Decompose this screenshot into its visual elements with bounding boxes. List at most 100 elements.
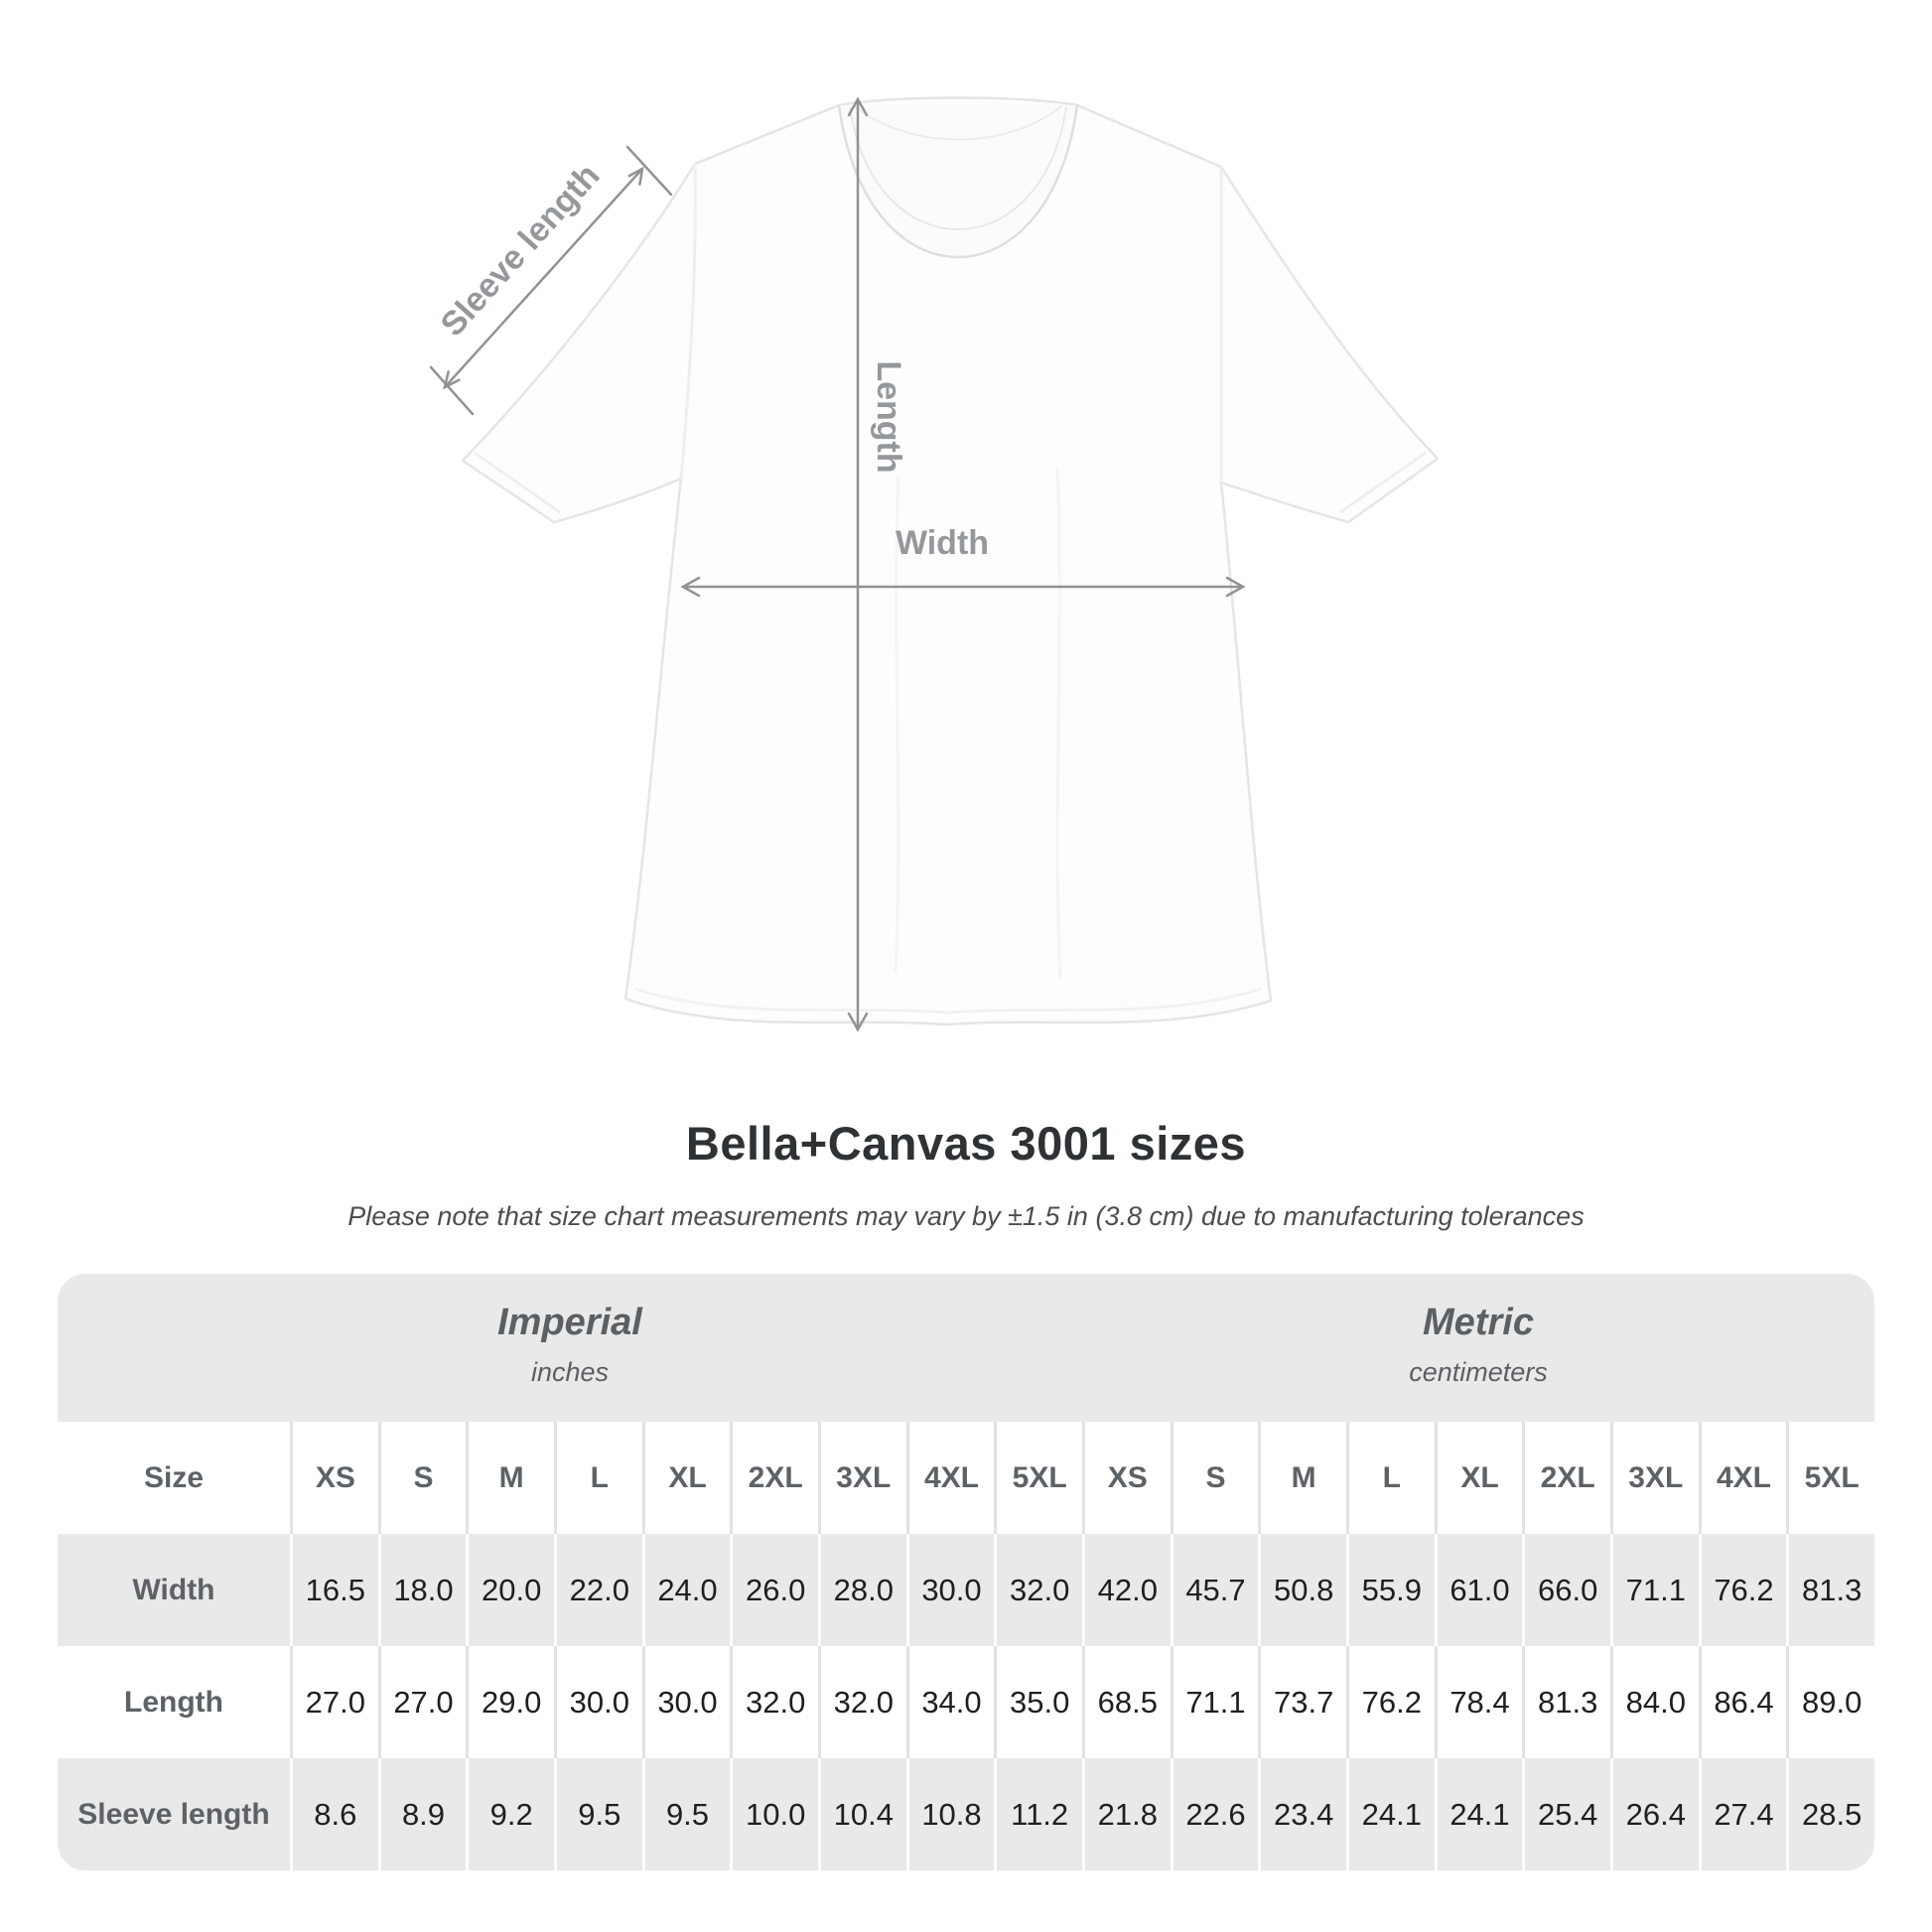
imperial-value: 35.0 bbox=[994, 1646, 1082, 1758]
tshirt-diagram: Sleeve length Length Width bbox=[429, 96, 1440, 1033]
group-metric-unit: centimeters bbox=[1409, 1357, 1548, 1387]
metric-value: 55.9 bbox=[1345, 1534, 1435, 1646]
metric-size-header: S bbox=[1170, 1422, 1259, 1534]
imperial-value: 24.0 bbox=[641, 1534, 731, 1646]
size-table: Imperial inches Metric centimeters Size X… bbox=[58, 1274, 1874, 1870]
imperial-value: 10.4 bbox=[817, 1758, 906, 1870]
measurement-row-width: Width 16.5 18.0 20.0 22.0 24.0 26.0 28.0 30.0 32.… bbox=[58, 1534, 1874, 1646]
metric-value: 26.4 bbox=[1609, 1758, 1699, 1870]
imperial-size-header: 4XL bbox=[905, 1422, 995, 1534]
metric-size-header: M bbox=[1258, 1422, 1346, 1534]
metric-value: 61.0 bbox=[1434, 1534, 1523, 1646]
metric-value: 28.5 bbox=[1786, 1758, 1874, 1870]
metric-value: 89.0 bbox=[1786, 1646, 1874, 1758]
imperial-size-header: L bbox=[553, 1422, 642, 1534]
imperial-size-header: 2XL bbox=[730, 1422, 818, 1534]
imperial-value: 20.0 bbox=[466, 1534, 554, 1646]
tshirt-left-cuff-seam bbox=[474, 451, 561, 514]
imperial-value: 10.8 bbox=[905, 1758, 995, 1870]
measurement-rows: Width 16.5 18.0 20.0 22.0 24.0 26.0 28.0 30.0 32.… bbox=[58, 1534, 1874, 1870]
unit-group-header-row: Imperial inches Metric centimeters bbox=[58, 1274, 1874, 1422]
metric-size-header: 3XL bbox=[1609, 1422, 1699, 1534]
metric-value: 76.2 bbox=[1698, 1534, 1787, 1646]
tshirt-backneck-seam bbox=[853, 104, 1063, 141]
tshirt-right-cuff-seam bbox=[1339, 451, 1427, 514]
metric-value: 66.0 bbox=[1522, 1534, 1610, 1646]
tshirt-body bbox=[461, 96, 1440, 1027]
imperial-size-header: M bbox=[466, 1422, 554, 1534]
imperial-value: 8.6 bbox=[290, 1758, 378, 1870]
imperial-value: 27.0 bbox=[377, 1646, 467, 1758]
metric-size-header: XS bbox=[1081, 1422, 1171, 1534]
metric-value: 78.4 bbox=[1434, 1646, 1523, 1758]
metric-value: 23.4 bbox=[1258, 1758, 1346, 1870]
imperial-value: 8.9 bbox=[377, 1758, 467, 1870]
imperial-value: 26.0 bbox=[730, 1534, 818, 1646]
imperial-value: 30.0 bbox=[905, 1534, 995, 1646]
page-title: Bella+Canvas 3001 sizes bbox=[685, 1117, 1247, 1170]
metric-value: 84.0 bbox=[1609, 1646, 1699, 1758]
metric-size-header: 4XL bbox=[1698, 1422, 1787, 1534]
group-metric: Metric centimeters bbox=[1082, 1274, 1874, 1422]
sleeve-length-annotation bbox=[429, 145, 673, 416]
metric-value: 81.3 bbox=[1786, 1534, 1874, 1646]
imperial-value: 34.0 bbox=[905, 1646, 995, 1758]
size-header-row: Size XS S M L XL 2XL 3XL 4XL 5XL XS S M L XL 2XL 3XL 4XL 5… bbox=[58, 1422, 1874, 1534]
metric-value: 71.1 bbox=[1170, 1646, 1259, 1758]
imperial-size-header: 3XL bbox=[817, 1422, 906, 1534]
tshirt-collar-inner bbox=[849, 106, 1067, 230]
measurement-row-label: Width bbox=[132, 1573, 215, 1606]
group-imperial: Imperial inches bbox=[58, 1274, 1082, 1422]
imperial-value: 11.2 bbox=[994, 1758, 1082, 1870]
metric-value: 45.7 bbox=[1170, 1534, 1259, 1646]
length-label: Length bbox=[870, 360, 907, 473]
metric-value: 25.4 bbox=[1522, 1758, 1610, 1870]
tshirt-left-armhole-seam bbox=[679, 163, 697, 480]
metric-value: 42.0 bbox=[1081, 1534, 1171, 1646]
measurement-row-sleeve-length: Sleeve length 8.6 8.9 9.2 9.5 9.5 10.0 10.4 10.8… bbox=[58, 1758, 1874, 1870]
imperial-size-header: S bbox=[377, 1422, 467, 1534]
tshirt-hem-seam bbox=[634, 987, 1262, 1015]
imperial-value: 27.0 bbox=[290, 1646, 378, 1758]
metric-value: 21.8 bbox=[1081, 1758, 1171, 1870]
imperial-value: 10.0 bbox=[730, 1758, 818, 1870]
metric-value: 73.7 bbox=[1258, 1646, 1346, 1758]
group-imperial-unit: inches bbox=[530, 1357, 610, 1387]
imperial-size-header: 5XL bbox=[994, 1422, 1082, 1534]
group-imperial-label: Imperial bbox=[497, 1302, 642, 1343]
group-metric-label: Metric bbox=[1423, 1302, 1534, 1343]
length-annotation bbox=[847, 96, 869, 1033]
imperial-value: 30.0 bbox=[641, 1646, 731, 1758]
metric-value: 24.1 bbox=[1345, 1758, 1435, 1870]
tshirt-wrinkle bbox=[894, 476, 900, 974]
metric-size-header: XL bbox=[1434, 1422, 1523, 1534]
imperial-value: 29.0 bbox=[466, 1646, 554, 1758]
width-label: Width bbox=[896, 524, 989, 562]
imperial-value: 32.0 bbox=[817, 1646, 906, 1758]
imperial-value: 9.5 bbox=[553, 1758, 642, 1870]
imperial-value: 30.0 bbox=[553, 1646, 642, 1758]
metric-value: 24.1 bbox=[1434, 1758, 1523, 1870]
imperial-value: 9.5 bbox=[641, 1758, 731, 1870]
metric-value: 81.3 bbox=[1522, 1646, 1610, 1758]
metric-size-header: 5XL bbox=[1786, 1422, 1874, 1534]
imperial-value: 28.0 bbox=[817, 1534, 906, 1646]
imperial-value: 9.2 bbox=[466, 1758, 554, 1870]
imperial-value: 32.0 bbox=[994, 1534, 1082, 1646]
size-corner-header: Size bbox=[143, 1460, 205, 1494]
metric-value: 68.5 bbox=[1081, 1646, 1171, 1758]
metric-size-header: L bbox=[1345, 1422, 1435, 1534]
metric-value: 50.8 bbox=[1258, 1534, 1346, 1646]
imperial-size-header: XS bbox=[290, 1422, 378, 1534]
metric-value: 86.4 bbox=[1698, 1646, 1787, 1758]
measurement-row-label: Length bbox=[124, 1685, 223, 1719]
tshirt-wrinkle bbox=[1055, 466, 1062, 979]
sleeve-length-label: Sleeve length bbox=[434, 157, 608, 344]
metric-value: 22.6 bbox=[1170, 1758, 1259, 1870]
imperial-value: 16.5 bbox=[290, 1534, 378, 1646]
imperial-value: 22.0 bbox=[553, 1534, 642, 1646]
metric-value: 71.1 bbox=[1609, 1534, 1699, 1646]
imperial-value: 32.0 bbox=[730, 1646, 818, 1758]
measurement-row-length: Length 27.0 27.0 29.0 30.0 30.0 32.0 32.0 34.0 35… bbox=[58, 1646, 1874, 1758]
